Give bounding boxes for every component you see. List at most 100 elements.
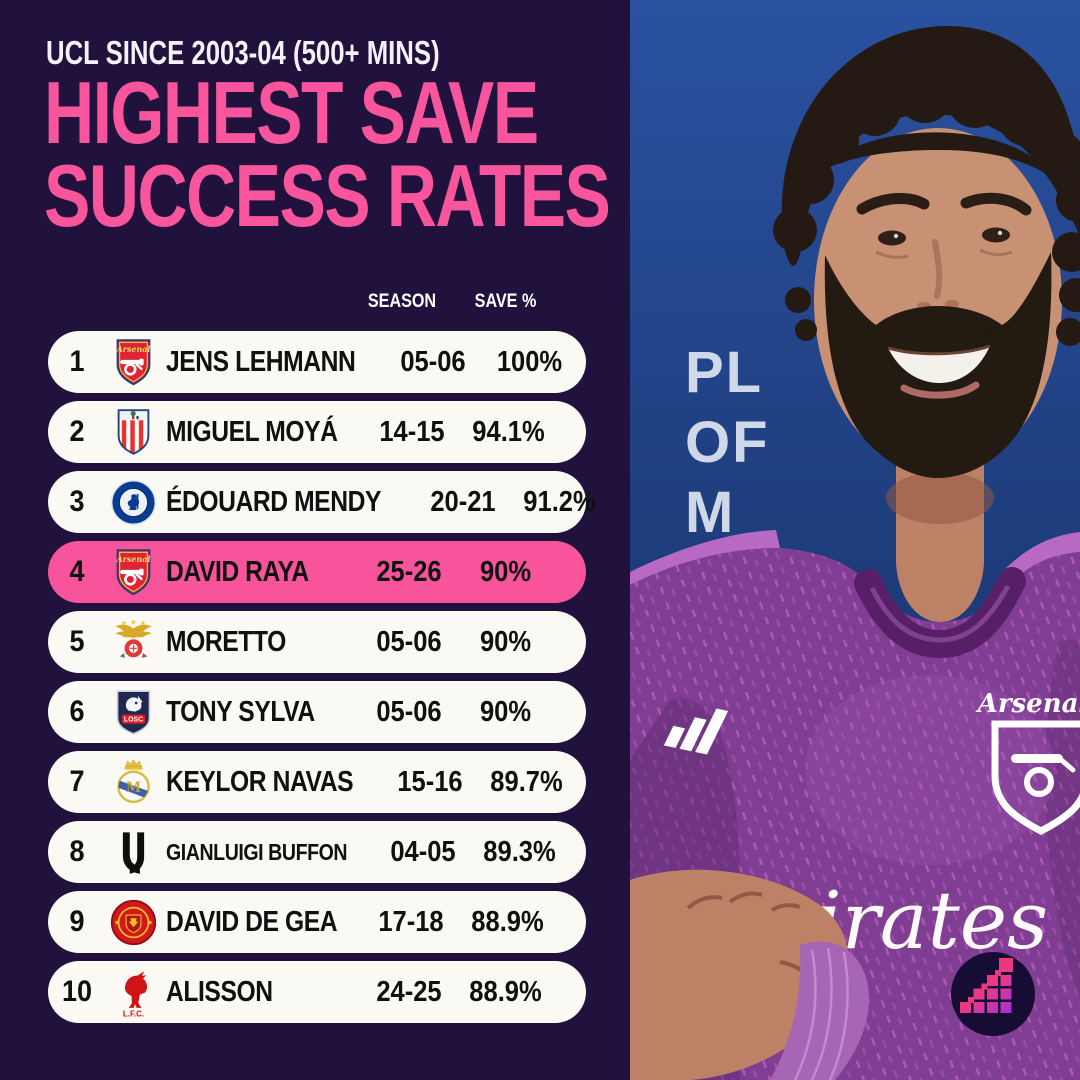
player-name: MORETTO bbox=[166, 625, 286, 658]
club-badge-arsenal: Arsenal bbox=[106, 545, 160, 599]
season-value: 20-21 bbox=[430, 485, 496, 518]
rank-number: 1 bbox=[69, 345, 85, 378]
season-value: 14-15 bbox=[379, 415, 445, 448]
player-name: DAVID DE GEA bbox=[166, 905, 338, 938]
stats-logo bbox=[951, 952, 1035, 1036]
kicker-text: UCL SINCE 2003-04 (500+ MINS) bbox=[46, 34, 440, 71]
season-value: 04-05 bbox=[390, 835, 456, 868]
table-row: 9 DAVID DE GEA 17-18 88.9% bbox=[48, 891, 586, 953]
season-column-header: SEASON bbox=[367, 291, 437, 312]
backdrop-line-1: PL bbox=[685, 340, 763, 405]
season-value: 24-25 bbox=[376, 975, 442, 1008]
table-row: 8 GIANLUIGI BUFFON 04-05 89.3% bbox=[48, 821, 586, 883]
season-value: 05-06 bbox=[376, 625, 442, 658]
hair bbox=[773, 25, 1080, 346]
save-pct-value: 90% bbox=[479, 555, 532, 588]
table-row: 1 Arsenal JENS LEHMANN 05-06 100% bbox=[48, 331, 586, 393]
backdrop-line-2: OF bbox=[685, 410, 770, 475]
stats-logo-steps bbox=[960, 958, 1013, 1013]
page-title: HIGHEST SAVE SUCCESS RATES bbox=[44, 63, 760, 245]
svg-text:★: ★ bbox=[130, 617, 137, 626]
rank-number: 7 bbox=[69, 765, 85, 798]
backdrop-board-text: PL OF M bbox=[685, 340, 770, 545]
player-hand bbox=[630, 869, 870, 1080]
player-name: JENS LEHMANN bbox=[166, 345, 356, 378]
save-pct-value: 94.1% bbox=[472, 415, 545, 448]
svg-text:M: M bbox=[125, 780, 140, 796]
table-row: 3 ÉDOUARD MENDY 20-21 91.2% bbox=[48, 471, 596, 533]
save-pct-value: 88.9% bbox=[471, 905, 545, 938]
table-row: 7 M KEYLOR NAVAS 15-16 89.7% bbox=[48, 751, 586, 813]
save-pct-value: 90% bbox=[479, 695, 532, 728]
season-value: 17-18 bbox=[378, 905, 444, 938]
kicker: UCL SINCE 2003-04 (500+ MINS) bbox=[46, 34, 551, 72]
rank-number: 4 bbox=[69, 555, 85, 588]
eyebrow-left bbox=[856, 193, 930, 215]
title-line-1: HIGHEST SAVE bbox=[44, 63, 539, 162]
table-row: 6 LOSC TONY SYLVA 05-06 90% bbox=[48, 681, 586, 743]
player-photo: PL OF M bbox=[630, 0, 1080, 1080]
table-row: 10 L.F.C. ALISSON 24-25 88.9% bbox=[48, 961, 586, 1023]
rank-number: 2 bbox=[69, 415, 85, 448]
club-badge-lille: LOSC bbox=[106, 685, 160, 739]
jersey-cuff bbox=[770, 941, 870, 1080]
smile bbox=[887, 344, 991, 399]
column-headers: SEASON SAVE % bbox=[48, 291, 586, 317]
player-name: KEYLOR NAVAS bbox=[166, 765, 354, 798]
club-badge-arsenal: Arsenal bbox=[106, 335, 160, 389]
club-badge-chelsea bbox=[106, 475, 160, 529]
table-row: 2 MIGUEL MOYÁ 14-15 94.1% bbox=[48, 401, 586, 463]
ranking-panel: UCL SINCE 2003-04 (500+ MINS) HIGHEST SA… bbox=[44, 34, 611, 1023]
eyes bbox=[875, 227, 1013, 259]
save-pct-value: 89.3% bbox=[483, 835, 556, 868]
svg-text:LOSC: LOSC bbox=[123, 716, 142, 723]
season-value: 25-26 bbox=[376, 555, 442, 588]
mustache bbox=[888, 321, 992, 334]
table-row: 5 ★ ★ ★ MORETTO 05-06 90% bbox=[48, 611, 586, 673]
title-line-2: SUCCESS RATES bbox=[44, 145, 611, 245]
player-name: MIGUEL MOYÁ bbox=[166, 415, 338, 448]
rank-number: 8 bbox=[69, 835, 85, 868]
player-name: ALISSON bbox=[166, 975, 273, 1008]
svg-text:★: ★ bbox=[120, 618, 127, 627]
svg-text:★: ★ bbox=[139, 618, 146, 627]
jersey-shoulder-highlight-left bbox=[630, 530, 780, 585]
player-head bbox=[773, 25, 1080, 478]
player-photo-illustration: PL OF M bbox=[630, 0, 1080, 1080]
rank-number: 9 bbox=[69, 905, 85, 938]
player-name: TONY SYLVA bbox=[166, 695, 315, 728]
crest-label: Arsenal bbox=[975, 689, 1080, 719]
rank-number: 3 bbox=[69, 485, 85, 518]
club-badge-real-madrid: M bbox=[106, 755, 160, 809]
save-pct-column-header: SAVE % bbox=[474, 291, 537, 312]
arsenal-crest: Arsenal bbox=[975, 689, 1080, 835]
backdrop-line-3: M bbox=[685, 480, 735, 545]
club-badge-atletico bbox=[106, 405, 160, 459]
svg-text:L.F.C.: L.F.C. bbox=[122, 1009, 143, 1018]
club-badge-liverpool: L.F.C. bbox=[106, 965, 160, 1019]
rank-number: 6 bbox=[69, 695, 85, 728]
ranking-rows: 1 Arsenal JENS LEHMANN 05-06 100% 2 MIGU… bbox=[48, 331, 596, 1023]
save-pct-value: 90% bbox=[479, 625, 532, 658]
rank-number: 10 bbox=[61, 975, 93, 1008]
club-badge-benfica: ★ ★ ★ bbox=[106, 615, 160, 669]
season-value: 15-16 bbox=[397, 765, 463, 798]
club-badge-juventus bbox=[106, 825, 160, 879]
svg-text:Arsenal: Arsenal bbox=[115, 344, 150, 353]
player-name: ÉDOUARD MENDY bbox=[166, 485, 381, 518]
rank-number: 5 bbox=[69, 625, 85, 658]
eyebrow-right bbox=[960, 192, 1032, 216]
season-value: 05-06 bbox=[376, 695, 442, 728]
save-pct-value: 88.9% bbox=[469, 975, 542, 1008]
table-row: 4 Arsenal DAVID RAYA 25-26 90% bbox=[48, 541, 586, 603]
svg-text:Arsenal: Arsenal bbox=[115, 554, 150, 563]
save-pct-value: 100% bbox=[496, 345, 562, 378]
player-name: DAVID RAYA bbox=[166, 555, 309, 588]
club-badge-man-united bbox=[106, 895, 160, 949]
season-value: 05-06 bbox=[400, 345, 466, 378]
adidas-logo bbox=[663, 708, 729, 755]
player-name: GIANLUIGI BUFFON bbox=[166, 838, 348, 865]
save-pct-value: 89.7% bbox=[490, 765, 563, 798]
save-pct-value: 91.2% bbox=[523, 485, 596, 518]
